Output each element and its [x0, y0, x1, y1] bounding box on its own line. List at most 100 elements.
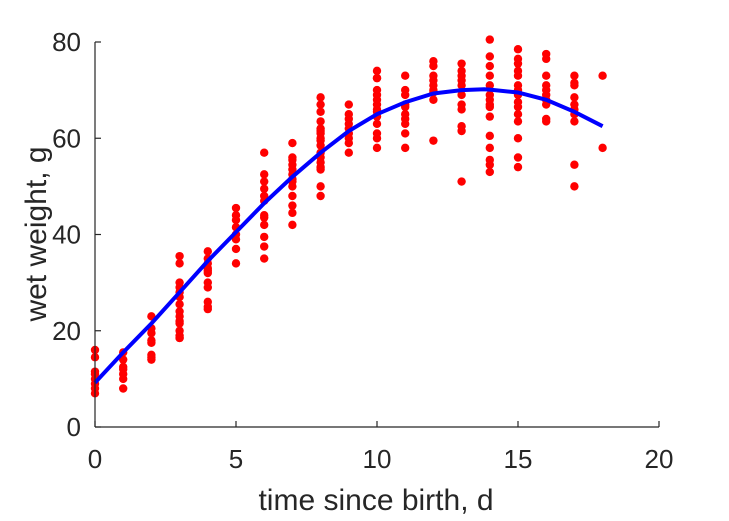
data-point	[260, 177, 269, 186]
data-point	[542, 71, 551, 80]
plot-area	[90, 35, 607, 398]
scatter-series	[90, 35, 607, 398]
y-tick-label: 80	[52, 27, 81, 57]
data-point	[147, 338, 156, 347]
data-point	[372, 119, 382, 129]
x-tick-label: 20	[645, 444, 674, 474]
data-point	[119, 384, 128, 393]
data-point	[288, 201, 297, 210]
data-point	[203, 283, 212, 292]
data-point	[260, 213, 269, 222]
data-point	[401, 114, 410, 124]
data-point	[513, 66, 523, 76]
fit-curve	[93, 87, 604, 385]
data-point	[175, 259, 184, 268]
data-point	[457, 90, 466, 100]
data-point	[513, 117, 523, 126]
data-point	[119, 374, 128, 384]
data-point	[260, 254, 269, 263]
data-point	[288, 220, 297, 230]
data-point	[513, 162, 523, 172]
data-point	[485, 102, 494, 112]
data-point	[231, 203, 241, 213]
x-ticks: 0 5 10 15 20	[88, 421, 674, 474]
data-point	[570, 71, 579, 80]
y-tick-label: 0	[67, 412, 81, 442]
data-point	[513, 153, 523, 162]
data-point	[401, 143, 410, 153]
data-point	[175, 333, 184, 343]
data-point	[344, 100, 353, 109]
data-point	[485, 35, 494, 44]
x-tick-label: 0	[88, 444, 102, 474]
data-point	[401, 71, 410, 80]
y-tick-label: 40	[52, 220, 81, 250]
data-point	[457, 177, 466, 186]
data-point	[231, 244, 241, 254]
data-point	[231, 215, 241, 225]
data-point	[542, 117, 551, 126]
data-point	[457, 76, 466, 85]
data-point	[485, 160, 494, 169]
y-ticks: 0 20 40 60 80	[52, 27, 101, 442]
data-point	[316, 100, 325, 109]
data-point	[429, 95, 438, 104]
data-point	[598, 143, 607, 153]
data-point	[570, 93, 579, 102]
x-tick-label: 5	[229, 444, 243, 474]
data-point	[203, 268, 212, 278]
y-tick-label: 60	[52, 123, 81, 153]
data-point	[288, 138, 297, 148]
data-point	[485, 112, 494, 121]
data-point	[485, 71, 494, 80]
data-point	[203, 304, 212, 314]
data-point	[401, 90, 410, 100]
data-point	[175, 312, 184, 321]
data-point	[485, 143, 494, 153]
data-point	[401, 129, 410, 138]
data-point	[316, 136, 325, 145]
data-point	[485, 81, 494, 90]
data-point	[485, 131, 494, 141]
data-point	[344, 148, 353, 157]
data-point	[372, 73, 382, 83]
data-point	[260, 184, 269, 193]
data-point	[260, 220, 269, 230]
y-tick-label: 20	[52, 316, 81, 346]
data-point	[260, 232, 269, 242]
y-axis-label: wet weight, g	[20, 146, 53, 322]
data-point	[260, 242, 269, 251]
data-point	[231, 235, 241, 244]
data-point	[288, 191, 297, 201]
data-point	[485, 61, 494, 71]
x-axis-label: time since birth, d	[258, 484, 493, 517]
data-point	[457, 59, 466, 68]
data-point	[203, 247, 212, 256]
data-point	[485, 52, 494, 61]
data-point	[147, 355, 156, 364]
x-tick-label: 10	[363, 444, 392, 474]
data-point	[344, 138, 353, 148]
data-point	[570, 160, 579, 169]
data-point	[429, 61, 438, 71]
data-point	[598, 71, 607, 80]
data-point	[316, 117, 325, 126]
data-point	[542, 54, 551, 64]
data-point	[260, 170, 269, 179]
data-point	[570, 78, 579, 88]
x-tick-label: 15	[504, 444, 533, 474]
data-point	[372, 66, 382, 76]
data-point	[457, 126, 466, 136]
data-point	[316, 126, 325, 136]
data-point	[175, 300, 184, 309]
data-point	[513, 59, 523, 68]
data-point	[372, 100, 382, 109]
data-point	[147, 328, 156, 338]
data-point	[175, 251, 184, 261]
data-point	[288, 208, 297, 218]
data-point	[316, 191, 325, 201]
data-point	[372, 90, 382, 100]
data-point	[344, 109, 353, 119]
data-point	[260, 148, 269, 157]
